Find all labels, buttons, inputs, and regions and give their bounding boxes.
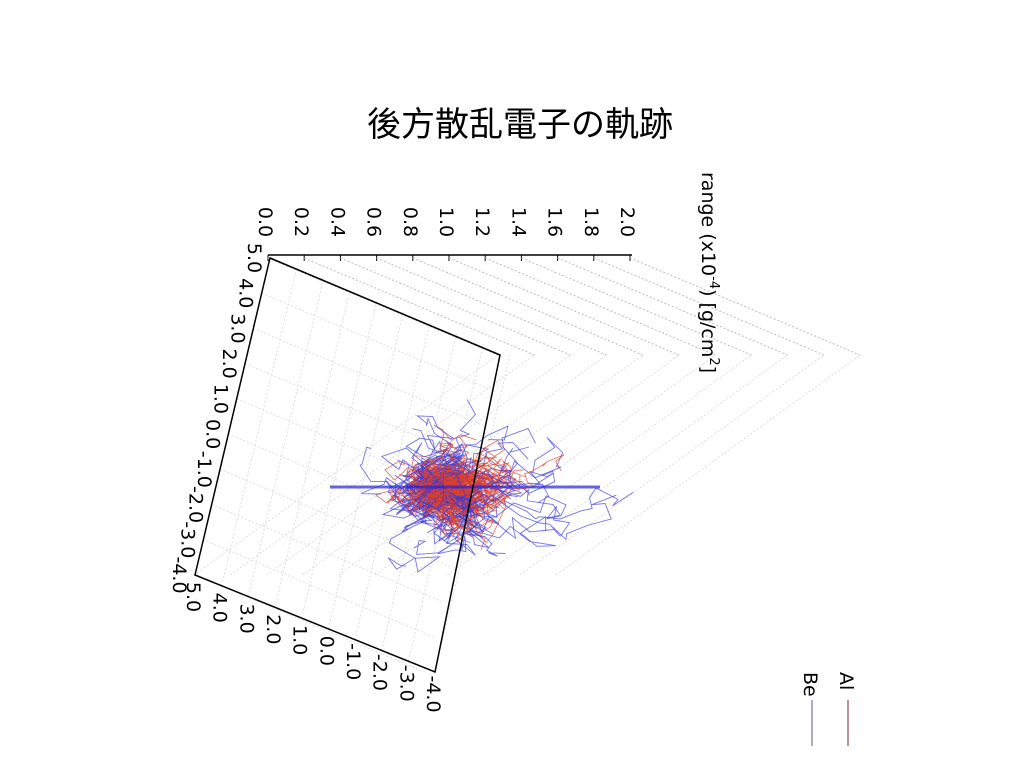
grid-line	[340, 257, 571, 356]
range-tick-label: 0.8	[399, 207, 421, 237]
grid-line	[302, 354, 607, 576]
grid-line	[410, 354, 716, 576]
width-tick-label: 1.0	[289, 625, 311, 655]
width-tick-label: -4.0	[422, 675, 444, 712]
width-tick-label: -1.0	[342, 643, 364, 680]
range-tick-label: 2.0	[616, 207, 638, 237]
trajectory	[432, 463, 554, 504]
depth-tick-label: 2.0	[218, 349, 240, 379]
width-tick-label: 4.0	[209, 593, 231, 623]
range-tick-label: 0.0	[254, 207, 276, 237]
depth-tick-label: -4.0	[168, 556, 190, 593]
trajectory	[410, 479, 447, 500]
depth-tick-label: -1.0	[193, 451, 215, 488]
range-tick-label: 1.6	[544, 207, 566, 237]
grid-line	[193, 354, 499, 576]
trajectory	[433, 424, 477, 488]
depth-tick-label: 1.0	[210, 384, 232, 414]
grid-line	[244, 363, 476, 462]
range-tick-label: 1.0	[435, 207, 457, 237]
grid	[193, 255, 861, 673]
range-tick-label: 0.6	[363, 207, 385, 237]
grid-line	[247, 279, 324, 597]
trajectory	[441, 470, 507, 507]
depth-tick-label: 4.0	[235, 278, 257, 308]
legend-label: Al	[835, 672, 857, 690]
depth-tick-label: 3.0	[226, 313, 248, 343]
grid-line	[253, 327, 484, 426]
grid-line	[229, 354, 535, 576]
trajectory	[387, 487, 447, 573]
grid-line	[219, 468, 451, 567]
width-tick-label: 0.0	[315, 636, 337, 666]
legend-label: Be	[799, 672, 821, 697]
grid-line	[274, 290, 351, 608]
grid-line	[374, 354, 680, 576]
grid-line	[519, 354, 825, 576]
grid-line	[301, 300, 378, 619]
depth-tick-label: 5.0	[243, 243, 265, 273]
grid-line	[485, 257, 716, 356]
legend: Al Be	[799, 672, 857, 746]
range-tick-label: 0.2	[290, 207, 312, 237]
width-tick-label: -2.0	[369, 654, 391, 691]
trajectory	[440, 483, 617, 541]
trajectory	[435, 442, 475, 501]
trajectory	[425, 471, 472, 513]
grid-line	[555, 354, 861, 576]
grid-line	[448, 257, 680, 356]
grid-line	[412, 257, 643, 356]
grid-line	[629, 257, 861, 356]
grid-line	[447, 354, 752, 576]
width-tick-label: 2.0	[262, 614, 284, 644]
trajectory	[423, 480, 490, 514]
depth-tick-label: 0.0	[201, 419, 223, 449]
grid-line	[211, 504, 442, 603]
trajectory	[443, 454, 565, 492]
width-tick-label: -3.0	[395, 665, 417, 702]
plane-frame	[194, 256, 501, 674]
axis-title: range (x10-4) [g/cm2]	[697, 172, 721, 373]
grid-line	[267, 257, 499, 356]
width-tick-label: 5.0	[182, 582, 204, 612]
trajectory	[441, 472, 490, 497]
range-tick-label: 1.8	[580, 207, 602, 237]
trajectory	[405, 415, 460, 491]
tick-labels: 0.0 0.2 0.4 0.6 0.8 1.0 1.2 1.4 1.6 1.8 2.05.04.03…	[168, 207, 638, 713]
grid-line	[203, 539, 434, 638]
trajectory	[402, 490, 459, 515]
width-tick-label: 3.0	[235, 603, 257, 633]
trajectory	[408, 475, 444, 506]
grid-line	[593, 257, 824, 356]
grid-line	[304, 257, 535, 356]
trajectories	[330, 399, 634, 573]
range-tick-label: 0.4	[326, 207, 348, 237]
grid-line	[338, 354, 644, 576]
trajectory	[392, 482, 450, 533]
grid-line	[557, 257, 788, 356]
trajectory	[359, 446, 438, 514]
trajectory	[418, 470, 479, 510]
grid-line	[483, 354, 788, 576]
range-tick-label: 1.4	[507, 207, 529, 237]
grid-line	[376, 257, 607, 356]
trajectory	[442, 465, 476, 485]
grid-line	[261, 292, 492, 391]
grid-line	[521, 257, 752, 356]
range-tick-label: 1.2	[471, 207, 493, 237]
grid-line	[327, 311, 404, 630]
depth-tick-label: -3.0	[176, 521, 198, 558]
depth-tick-label: -2.0	[185, 486, 207, 523]
grid-line	[266, 354, 571, 576]
slide-title: 後方散乱電子の軌跡	[367, 105, 673, 145]
range-axis-title: range (x10-4) [g/cm2]	[697, 172, 721, 373]
